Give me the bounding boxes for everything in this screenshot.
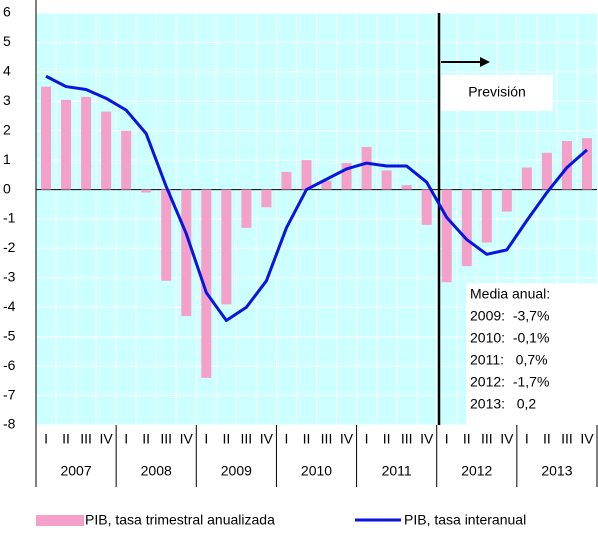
x-tick-label: II [62,431,70,447]
x-tick-label: IV [340,431,354,447]
x-tick-label: III [481,431,493,447]
year-label: 2010 [301,463,332,479]
forecast-box [441,75,553,111]
legend-label: PIB, tasa trimestral anualizada [85,512,275,528]
year-label: 2012 [461,463,492,479]
bar [381,170,392,190]
x-tick-label: IV [580,431,594,447]
x-tick-label: II [543,431,551,447]
bar [261,189,272,208]
bar [561,141,572,190]
bar [481,189,492,243]
y-tick-label: 3 [3,92,11,108]
bar [321,180,332,190]
bar [181,189,192,317]
x-tick-label: IV [260,431,274,447]
x-tick-label: IV [500,431,514,447]
x-axis: I II III IV I II III IV I II III IV I II III IV I II III IV… [35,425,598,487]
bars [41,86,592,378]
annotation-line: 2011: 0,7% [470,352,548,368]
y-tick-label: 6 [3,4,11,20]
y-tick-label: 5 [3,33,11,49]
x-tick-label: IV [100,431,114,447]
bar [541,152,552,190]
x-tick-label: IV [420,431,434,447]
bar [361,146,372,190]
x-tick-label: III [160,431,172,447]
y-tick-label: 0 [3,180,11,196]
x-tick-label: I [285,431,289,447]
x-tick-label: I [525,431,529,447]
line-layer [45,74,588,323]
y-tick-label: -3 [3,269,16,285]
bar [581,138,592,190]
bar [301,160,312,190]
bar [41,86,52,190]
x-tick-label: II [463,431,471,447]
y-tick-label: -8 [3,416,16,432]
x-tick-label: I [44,431,48,447]
x-tick-label: III [80,431,92,447]
legend-swatch [36,515,84,526]
bar [421,189,432,225]
bar [241,189,252,228]
bar [401,185,412,190]
bar [281,171,292,190]
year-label: 2013 [541,463,572,479]
y-tick-label: 1 [3,151,11,167]
x-tick-label: III [561,431,573,447]
x-tick-label: I [204,431,208,447]
legend: PIB, tasa trimestral anualizada PIB, tasa… [36,512,526,528]
line [45,74,588,323]
forecast-label: Previsión [468,84,526,100]
annotation-line: 2010: -0,1% [470,330,549,346]
annotation-line: 2012: -1,7% [470,374,549,390]
y-tick-label: -7 [3,386,16,402]
y-tick-label: -4 [3,298,16,314]
bar [161,189,172,281]
legend-label: PIB, tasa interanual [404,512,526,528]
year-label: 2007 [60,463,91,479]
x-tick-label: III [401,431,413,447]
y-tick-label: 4 [3,63,11,79]
y-tick-label: -2 [3,239,16,255]
x-tick-label: I [124,431,128,447]
y-tick-label: -6 [3,357,16,373]
annotation-title: Media anual: [470,286,550,302]
x-tick-label: III [321,431,333,447]
forecast-arrowhead [480,57,490,67]
annotation-line: 2013: 0,2 [470,396,536,412]
x-tick-label: II [383,431,391,447]
bar [121,130,132,190]
y-tick-label: -5 [3,327,16,343]
y-tick-label: -1 [3,210,16,226]
y-tick-label: 2 [3,121,11,137]
bar [341,163,352,190]
x-tick-label: I [365,431,369,447]
bar [201,189,212,378]
annotation: 2009: -3,7% 2010: -0,1% 2011: 0,7% 2012: -1… [470,308,549,412]
bar [141,189,152,193]
bar [521,167,532,190]
year-label: 2011 [382,463,412,479]
x-tick-label: II [303,431,311,447]
annotation-line: 2009: -3,7% [470,308,549,324]
bar [61,99,72,190]
x-tick-label: II [142,431,150,447]
bar [101,111,112,190]
x-tick-label: I [445,431,449,447]
year-label: 2009 [221,463,252,479]
bar [81,96,92,190]
bar [461,189,472,267]
x-tick-label: II [222,431,230,447]
bar [441,189,452,283]
x-tick-label: III [241,431,253,447]
bar [221,189,232,305]
year-label: 2008 [141,463,172,479]
x-tick-label: IV [180,431,194,447]
bar [501,189,512,212]
annotation-box [466,283,597,425]
